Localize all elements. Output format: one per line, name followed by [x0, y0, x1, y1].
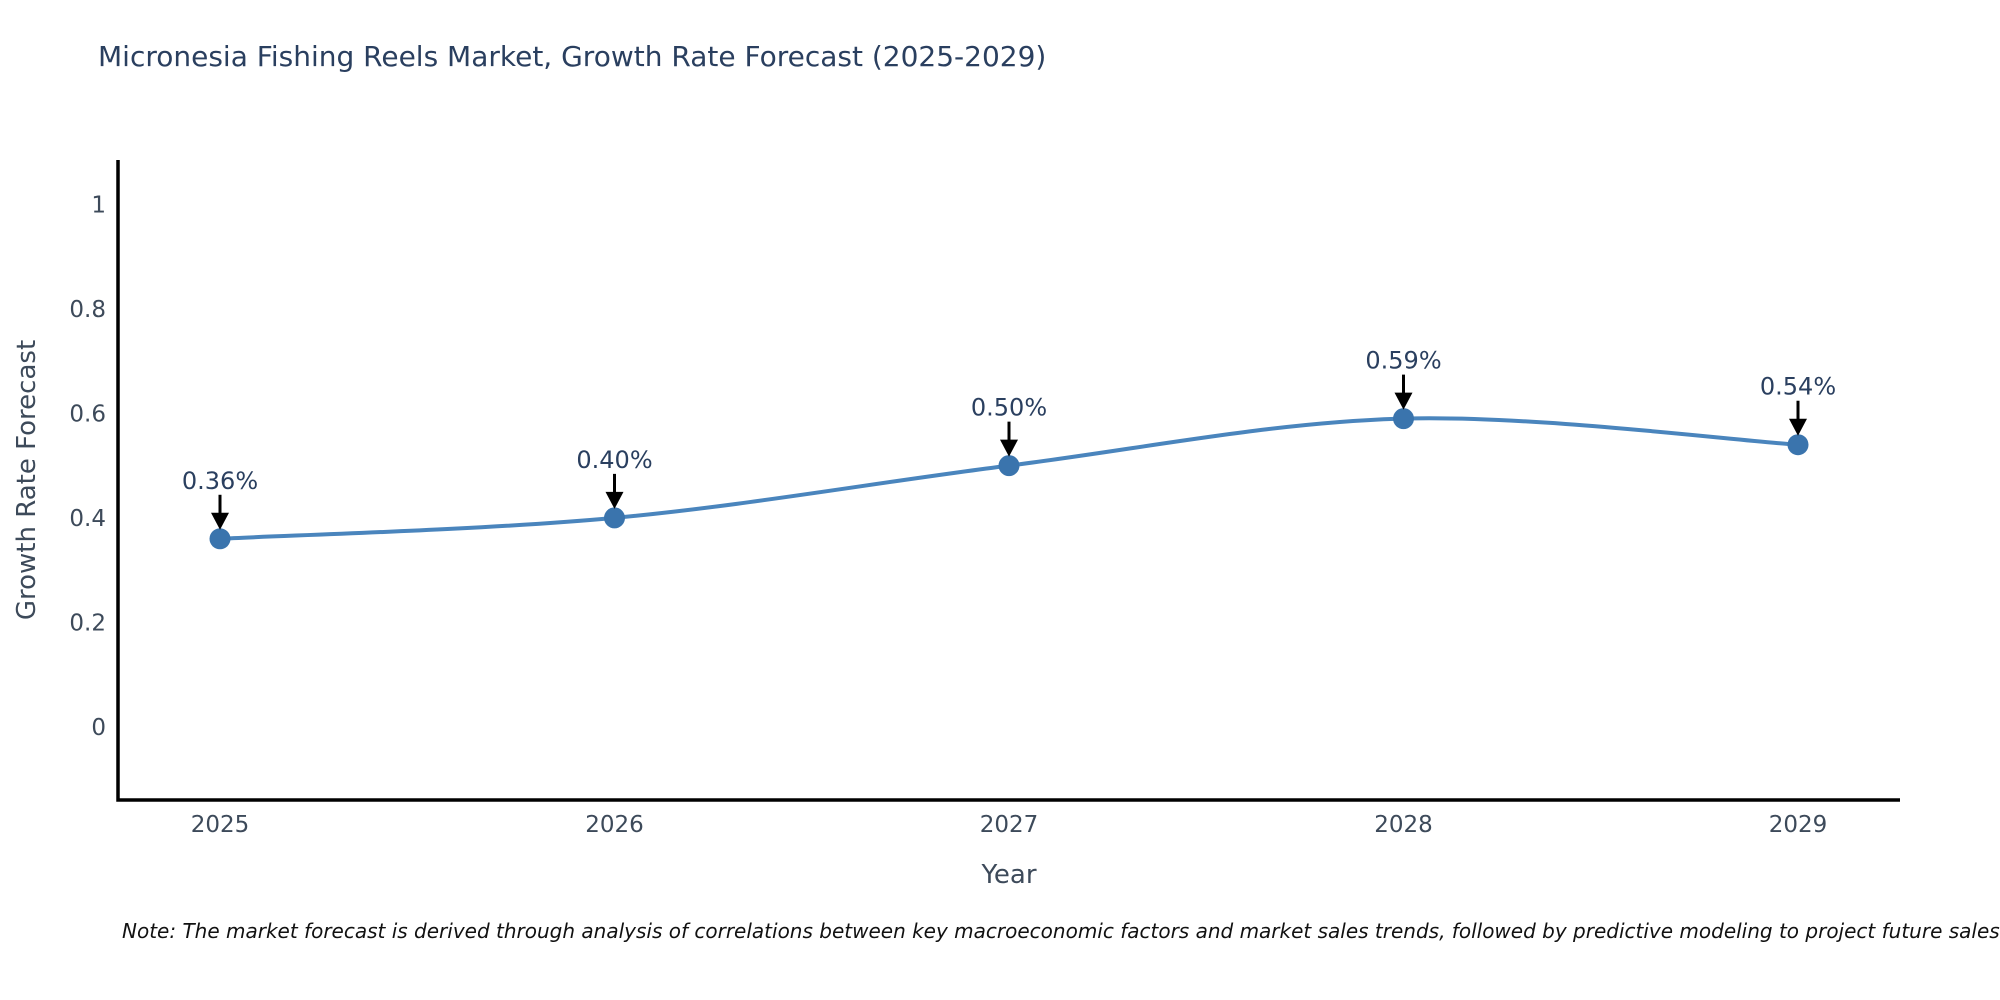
data-point-marker — [604, 507, 625, 529]
y-tick-label: 0.2 — [69, 610, 106, 636]
x-tick-label: 2029 — [1769, 812, 1828, 838]
y-tick-label: 0 — [91, 715, 106, 741]
point-value-label: 0.36% — [182, 467, 258, 495]
y-tick-label: 1 — [91, 192, 106, 218]
point-value-label: 0.54% — [1760, 373, 1836, 401]
annotation-arrowhead-icon — [1789, 418, 1807, 436]
y-tick-label: 0.6 — [69, 401, 106, 427]
annotation-arrowhead-icon — [1000, 439, 1018, 457]
x-tick-label: 2028 — [1374, 812, 1433, 838]
point-value-label: 0.40% — [576, 446, 652, 474]
x-axis-title: Year — [981, 860, 1037, 890]
annotation-arrowhead-icon — [605, 491, 624, 509]
x-tick-label: 2025 — [191, 812, 250, 838]
data-point-marker — [209, 528, 231, 550]
chart-title: Micronesia Fishing Reels Market, Growth … — [98, 40, 1047, 73]
footnote: Note: The market forecast is derived thr… — [122, 919, 2000, 943]
axis-lines — [116, 160, 1900, 802]
data-point-marker — [1393, 408, 1414, 430]
x-tick-label: 2026 — [585, 812, 644, 838]
x-tick-label: 2027 — [980, 812, 1039, 838]
data-point-marker — [998, 455, 1020, 477]
y-tick-label: 0.8 — [69, 297, 106, 323]
data-point-marker — [1787, 434, 1809, 456]
point-value-label: 0.59% — [1365, 347, 1441, 375]
annotation-arrowhead-icon — [211, 512, 229, 530]
y-tick-label: 0.4 — [69, 506, 106, 532]
annotation-arrowhead-icon — [1394, 392, 1413, 410]
point-value-label: 0.50% — [971, 394, 1047, 422]
